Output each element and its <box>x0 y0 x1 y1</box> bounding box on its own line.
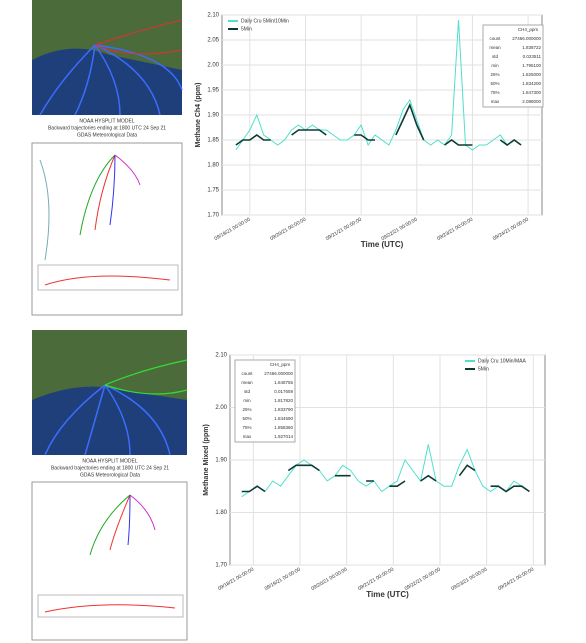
stats-cell: 1.848755 <box>274 380 293 385</box>
y-tick-label: 2.10 <box>207 13 219 19</box>
y-tick-label: 1.75 <box>207 188 219 194</box>
x-tick-label: 09/19/21 00:00:00 <box>214 217 252 242</box>
map-top <box>32 0 183 116</box>
caption: NOAA HYSPLIT MODEL <box>79 118 134 124</box>
stats-cell: max <box>491 99 500 104</box>
stats-cell: 75% <box>490 90 499 95</box>
caption: Backward trajectories ending at 1800 UTC… <box>51 465 169 471</box>
stats-cell: 1.825000 <box>522 72 541 77</box>
legend-label: Daily Cru 10Min/MAA <box>478 358 526 364</box>
stats-cell: 1.838722 <box>522 45 541 50</box>
stats-cell: 50% <box>242 416 251 421</box>
stats-cell: mean <box>489 45 501 50</box>
trajectory-lines-top <box>37 154 179 291</box>
series-line <box>235 19 522 151</box>
stats-cell: 25% <box>490 72 499 77</box>
x-tick-label: 09/23/21 00:00:00 <box>450 567 488 592</box>
y-tick-label: 2.00 <box>215 405 227 411</box>
stats-cell: 27466.000000 <box>512 36 541 41</box>
stats-table <box>482 24 544 108</box>
y-tick-label: 1.80 <box>207 163 219 169</box>
series-line <box>235 102 522 146</box>
y-tick-label: 2.10 <box>215 353 227 359</box>
caption: Backward trajectories ending at 1800 UTC… <box>48 125 166 131</box>
stats-cell: 0.023511 <box>523 54 542 59</box>
y-axis-label: Methane Mixed (ppm) <box>203 424 210 496</box>
x-tick-label: 09/20/21 00:00:00 <box>310 567 348 592</box>
stats-header: CH4_ppm <box>518 27 539 32</box>
stats-cell: 50% <box>490 81 499 86</box>
x-tick-label: 09/23/21 00:00:00 <box>436 217 474 242</box>
stats-cell: min <box>243 398 251 403</box>
stats-cell: count <box>241 371 253 376</box>
y-tick-label: 1.70 <box>215 563 227 569</box>
caption: NOAA HYSPLIT MODEL <box>82 458 137 464</box>
x-axis-label: Time (UTC) <box>361 240 404 249</box>
y-tick-label: 1.90 <box>207 113 219 119</box>
x-tick-label: 09/21/21 00:00:00 <box>357 567 395 592</box>
y-tick-label: 2.05 <box>207 38 219 44</box>
series-line <box>241 444 530 498</box>
stats-cell: 1.833790 <box>274 407 293 412</box>
stats-cell: 1.834200 <box>522 81 541 86</box>
x-tick-label: 09/24/21 00:00:00 <box>492 217 530 242</box>
stats-cell: 0.017659 <box>274 389 293 394</box>
x-axis-label: Time (UTC) <box>366 590 409 599</box>
x-tick-label: 09/19/21 00:00:00 <box>264 567 302 592</box>
y-tick-label: 1.95 <box>207 88 219 94</box>
x-tick-label: 09/20/21 00:00:00 <box>269 217 307 242</box>
x-tick-label: 09/21/21 00:00:00 <box>325 217 363 242</box>
x-tick-label: 09/24/21 00:00:00 <box>497 567 535 592</box>
stats-cell: mean <box>241 380 253 385</box>
stats-table <box>234 359 296 443</box>
stats-cell: 1.795100 <box>522 63 541 68</box>
stats-cell: min <box>491 63 499 68</box>
stats-cell: 2.088000 <box>522 99 541 104</box>
stats-cell: 1.817820 <box>274 398 293 403</box>
trajectory-lines-bottom <box>37 494 184 618</box>
stats-cell: max <box>243 434 252 439</box>
x-tick-label: 09/22/21 00:00:00 <box>381 217 419 242</box>
stats-cell: 1.847300 <box>522 90 541 95</box>
trajectory-top <box>31 142 183 316</box>
legend-label: 5Min <box>241 26 252 32</box>
trajectory-bottom <box>31 481 188 641</box>
caption: GDAS Meteorological Data <box>77 132 137 138</box>
stats-cell: 1.927014 <box>274 434 293 439</box>
series-line <box>241 464 530 493</box>
y-tick-label: 1.90 <box>215 458 227 464</box>
legend-label: Daily Cru 5Min/10Min <box>241 18 289 24</box>
stats-cell: 25% <box>242 407 251 412</box>
y-axis-label: Methane Ch4 (ppm) <box>195 83 202 148</box>
x-tick-label: 09/18/21 00:00:00 <box>217 567 255 592</box>
x-tick-label: 09/22/21 00:00:00 <box>404 567 442 592</box>
stats-cell: 75% <box>242 425 251 430</box>
map-bottom <box>32 330 188 456</box>
y-tick-label: 1.80 <box>215 510 227 516</box>
y-tick-label: 2.00 <box>207 63 219 69</box>
stats-header: CH4_ppm <box>270 362 291 367</box>
stats-cell: 1.858360 <box>274 425 293 430</box>
stats-cell: 27466.000000 <box>264 371 293 376</box>
stats-cell: std <box>492 54 499 59</box>
legend-label: 5Min <box>478 366 489 372</box>
stats-cell: count <box>489 36 501 41</box>
y-tick-label: 1.70 <box>207 213 219 219</box>
y-tick-label: 1.85 <box>207 138 219 144</box>
caption: GDAS Meteorological Data <box>80 472 140 478</box>
stats-cell: 1.844590 <box>274 416 293 421</box>
stats-cell: std <box>244 389 251 394</box>
